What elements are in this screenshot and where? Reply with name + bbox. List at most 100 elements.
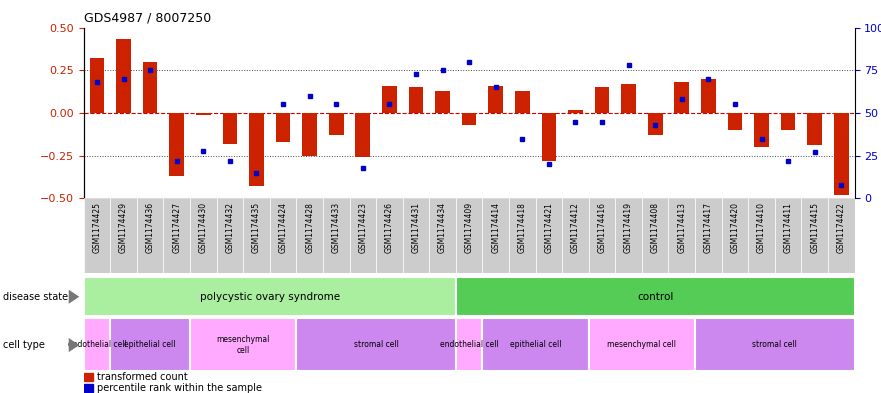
Bar	[722, 198, 748, 273]
Text: GSM1174409: GSM1174409	[464, 202, 474, 253]
Bar	[270, 198, 296, 273]
Bar	[536, 198, 562, 273]
Bar	[488, 86, 503, 113]
Bar	[356, 113, 370, 158]
Text: epithelial cell: epithelial cell	[124, 340, 176, 349]
Bar	[249, 113, 263, 187]
Bar	[455, 198, 483, 273]
Bar	[483, 318, 589, 371]
Bar	[807, 113, 822, 145]
Text: disease state: disease state	[3, 292, 68, 302]
Bar	[754, 113, 769, 147]
Bar	[462, 113, 477, 125]
Text: GSM1174436: GSM1174436	[145, 202, 155, 253]
Bar	[164, 198, 190, 273]
Bar	[669, 198, 695, 273]
Text: GSM1174421: GSM1174421	[544, 202, 553, 253]
Bar	[110, 198, 137, 273]
Bar	[483, 198, 509, 273]
Bar	[774, 198, 802, 273]
Bar	[137, 198, 164, 273]
Bar	[190, 198, 217, 273]
Bar	[802, 198, 828, 273]
Bar	[382, 86, 396, 113]
Text: GSM1174422: GSM1174422	[837, 202, 846, 253]
Bar	[435, 91, 450, 113]
Text: GSM1174424: GSM1174424	[278, 202, 287, 253]
Bar	[409, 87, 423, 113]
Bar	[403, 198, 429, 273]
Bar	[589, 318, 695, 371]
Text: GSM1174431: GSM1174431	[411, 202, 420, 253]
Bar	[455, 318, 483, 371]
Text: GSM1174426: GSM1174426	[385, 202, 394, 253]
Bar	[84, 198, 110, 273]
Bar	[568, 110, 582, 113]
Bar	[542, 113, 556, 161]
Bar	[509, 198, 536, 273]
Polygon shape	[69, 338, 79, 352]
Bar	[143, 62, 158, 113]
Text: stromal cell: stromal cell	[752, 340, 797, 349]
Text: GSM1174413: GSM1174413	[677, 202, 686, 253]
Bar	[84, 373, 93, 381]
Bar	[84, 277, 455, 316]
Bar	[675, 82, 689, 113]
Bar	[243, 198, 270, 273]
Bar	[621, 84, 636, 113]
Bar	[116, 39, 131, 113]
Text: mesenchymal cell: mesenchymal cell	[607, 340, 677, 349]
Bar	[84, 318, 110, 371]
Text: GSM1174427: GSM1174427	[172, 202, 181, 253]
Bar	[296, 198, 323, 273]
Text: GSM1174412: GSM1174412	[571, 202, 580, 253]
Bar	[615, 198, 642, 273]
Text: GSM1174429: GSM1174429	[119, 202, 128, 253]
Bar	[728, 113, 743, 130]
Text: GSM1174430: GSM1174430	[199, 202, 208, 253]
Bar	[323, 198, 350, 273]
Text: GSM1174433: GSM1174433	[332, 202, 341, 253]
Text: GSM1174423: GSM1174423	[359, 202, 367, 253]
Bar	[350, 198, 376, 273]
Bar	[515, 91, 529, 113]
Bar	[196, 113, 211, 115]
Bar	[828, 198, 855, 273]
Text: GSM1174420: GSM1174420	[730, 202, 739, 253]
Text: GSM1174414: GSM1174414	[492, 202, 500, 253]
Bar	[701, 79, 715, 113]
Text: GSM1174428: GSM1174428	[305, 202, 315, 253]
Bar	[595, 87, 610, 113]
Text: percentile rank within the sample: percentile rank within the sample	[97, 383, 262, 393]
Text: mesenchymal
cell: mesenchymal cell	[217, 335, 270, 354]
Text: GSM1174411: GSM1174411	[783, 202, 793, 253]
Bar	[589, 198, 615, 273]
Bar	[781, 113, 796, 130]
Bar	[169, 113, 184, 176]
Text: polycystic ovary syndrome: polycystic ovary syndrome	[200, 292, 340, 302]
Text: transformed count: transformed count	[97, 372, 188, 382]
Bar	[90, 58, 104, 113]
Bar	[562, 198, 589, 273]
Bar	[834, 113, 848, 195]
Text: GSM1174435: GSM1174435	[252, 202, 261, 253]
Bar	[110, 318, 190, 371]
Bar	[296, 318, 455, 371]
Bar	[217, 198, 243, 273]
Bar	[190, 318, 296, 371]
Bar	[302, 113, 317, 156]
Bar	[276, 113, 291, 142]
Bar	[84, 384, 93, 392]
Text: GSM1174417: GSM1174417	[704, 202, 713, 253]
Bar	[455, 277, 855, 316]
Bar	[376, 198, 403, 273]
Text: GSM1174410: GSM1174410	[757, 202, 766, 253]
Text: GSM1174408: GSM1174408	[651, 202, 660, 253]
Text: GDS4987 / 8007250: GDS4987 / 8007250	[84, 12, 211, 25]
Text: GSM1174418: GSM1174418	[518, 202, 527, 253]
Text: control: control	[637, 292, 673, 302]
Polygon shape	[69, 290, 79, 304]
Text: stromal cell: stromal cell	[353, 340, 398, 349]
Bar	[642, 198, 669, 273]
Bar	[429, 198, 455, 273]
